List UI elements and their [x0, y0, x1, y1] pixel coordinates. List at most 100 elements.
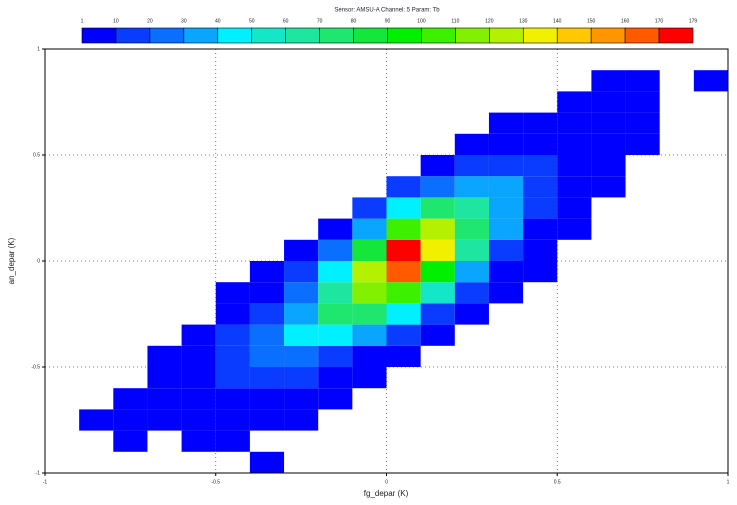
colorbar-tick-label: 50	[249, 18, 255, 24]
cell	[489, 325, 523, 346]
cell	[420, 155, 455, 177]
cell	[79, 113, 113, 134]
cell	[557, 261, 591, 282]
cell	[488, 282, 524, 304]
cell	[591, 112, 626, 134]
cell	[386, 176, 421, 198]
cell	[660, 91, 694, 112]
cell	[523, 261, 558, 283]
colorbar-box	[387, 27, 422, 44]
cell	[660, 452, 694, 473]
cell	[284, 239, 319, 261]
cell	[523, 155, 558, 177]
cell	[318, 303, 353, 325]
cell	[147, 91, 181, 112]
cell	[284, 367, 319, 389]
cell	[182, 452, 216, 473]
cell	[557, 176, 592, 198]
x-axis-label: fg_depar (K)	[364, 489, 409, 498]
cell	[523, 452, 557, 473]
cell	[557, 282, 591, 303]
cell	[557, 409, 591, 430]
cell	[45, 113, 79, 134]
cell	[284, 176, 318, 197]
cell	[626, 367, 660, 388]
cell	[694, 367, 728, 388]
cell	[386, 324, 421, 346]
cell	[591, 388, 625, 409]
cell	[660, 325, 694, 346]
colorbar-box	[353, 27, 388, 44]
cell	[352, 261, 387, 283]
cell	[694, 155, 728, 176]
cell	[45, 240, 79, 261]
cell	[318, 324, 353, 346]
cell	[591, 452, 625, 473]
cell	[249, 282, 285, 304]
cell	[591, 49, 625, 70]
cell	[454, 133, 489, 155]
cell	[113, 70, 147, 91]
colorbar-box	[556, 27, 592, 44]
cell	[318, 218, 353, 240]
cell	[694, 431, 728, 452]
cell	[421, 134, 455, 155]
colorbar-box	[115, 27, 151, 44]
cell	[284, 91, 318, 112]
cell	[147, 70, 181, 91]
cell	[557, 452, 591, 473]
cell	[523, 346, 557, 367]
cell	[523, 70, 557, 91]
cell	[147, 155, 181, 176]
colorbar-box	[522, 27, 558, 44]
cell	[113, 49, 147, 70]
cell	[591, 91, 626, 113]
cell	[387, 49, 421, 70]
cell	[79, 409, 114, 431]
colorbar-box	[590, 27, 626, 44]
cell	[591, 367, 625, 388]
cell	[318, 70, 352, 91]
colorbar-tick-label: 1	[81, 18, 84, 24]
cell	[352, 324, 387, 346]
cell	[660, 346, 694, 367]
cell	[420, 324, 455, 346]
cell	[591, 197, 625, 218]
cell	[421, 91, 455, 112]
cell	[182, 155, 216, 176]
cell	[318, 282, 353, 304]
cell	[694, 240, 728, 261]
cell	[45, 197, 79, 218]
cell	[147, 431, 181, 452]
cell	[454, 197, 489, 219]
y-tick-label: -0.5	[31, 364, 40, 370]
cell	[147, 176, 181, 197]
cell	[113, 452, 147, 473]
cell	[318, 431, 352, 452]
cell	[591, 133, 626, 155]
cell	[421, 388, 455, 409]
cell	[79, 388, 113, 409]
cell	[488, 261, 524, 283]
cell	[215, 345, 250, 367]
cell	[147, 388, 182, 410]
cell	[215, 430, 250, 452]
cell	[455, 91, 489, 112]
cell	[421, 346, 455, 367]
cell	[284, 70, 318, 91]
cell	[454, 261, 489, 283]
cell	[523, 409, 557, 430]
cell	[216, 49, 250, 70]
cell	[79, 176, 113, 197]
cell	[147, 325, 181, 346]
cell	[215, 367, 250, 389]
cell	[216, 155, 250, 176]
colorbar-box	[455, 27, 490, 44]
cell	[318, 452, 352, 473]
cell	[694, 303, 728, 324]
cell	[488, 197, 524, 219]
cell	[660, 70, 694, 91]
cell	[216, 219, 250, 240]
cell	[625, 133, 660, 155]
colorbar-box	[658, 27, 694, 44]
